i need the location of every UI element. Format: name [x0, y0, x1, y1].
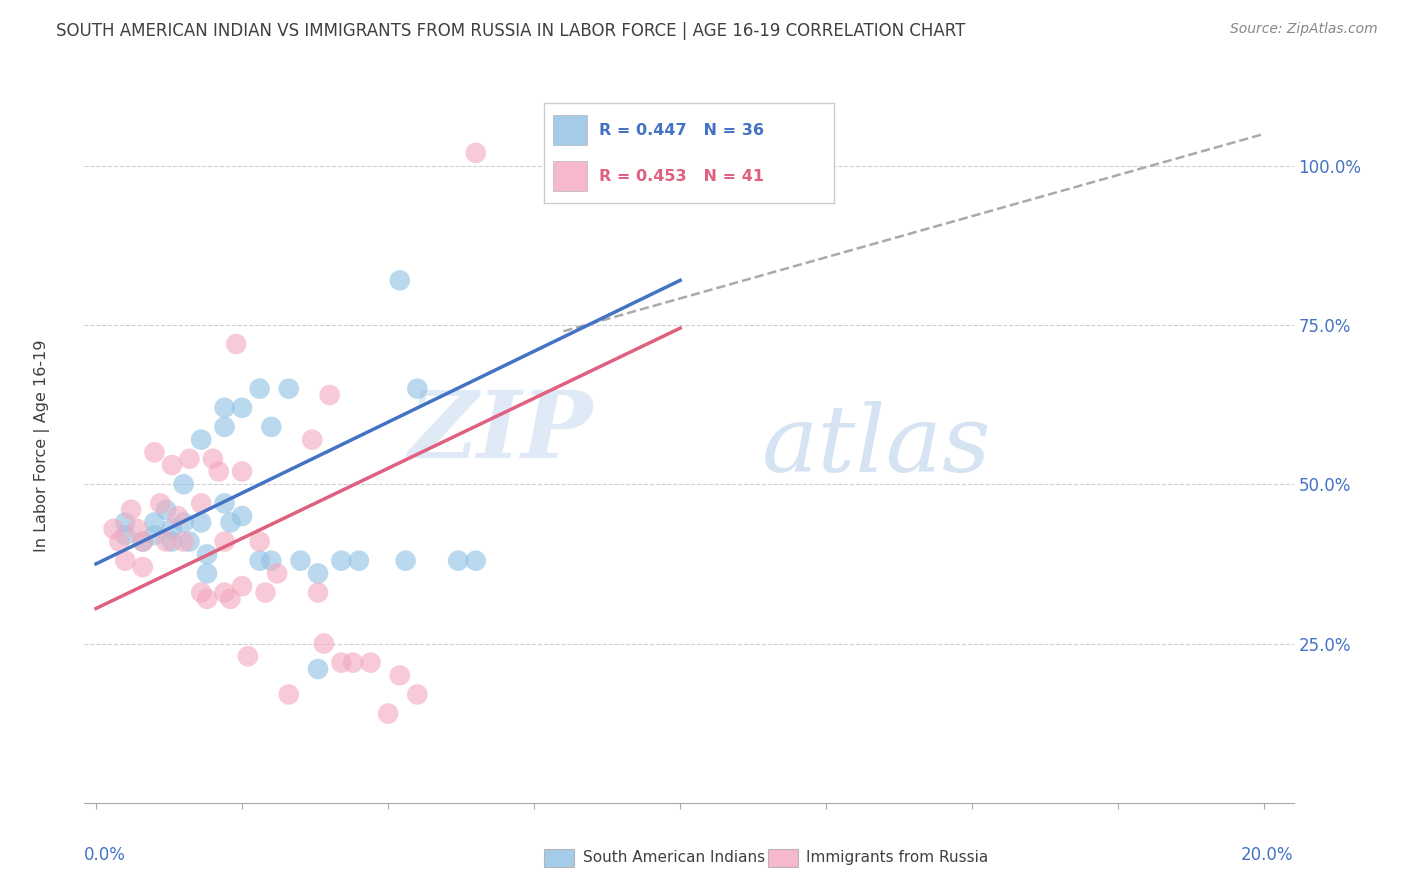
- Point: [406, 688, 429, 702]
- Point: [330, 554, 353, 568]
- Point: [173, 477, 195, 491]
- Text: South American Indians: South American Indians: [582, 849, 765, 864]
- Point: [214, 401, 236, 415]
- Point: [249, 554, 271, 568]
- Point: [347, 554, 370, 568]
- Point: [190, 516, 212, 530]
- Point: [143, 528, 166, 542]
- Point: [330, 656, 353, 670]
- Point: [160, 522, 183, 536]
- Point: [260, 554, 283, 568]
- Point: [108, 534, 131, 549]
- Point: [114, 516, 136, 530]
- Text: In Labor Force | Age 16-19: In Labor Force | Age 16-19: [34, 340, 51, 552]
- Point: [190, 585, 212, 599]
- Point: [143, 445, 166, 459]
- Point: [307, 566, 329, 581]
- Point: [179, 534, 201, 549]
- Point: [231, 509, 253, 524]
- Point: [201, 451, 224, 466]
- Text: 20.0%: 20.0%: [1241, 846, 1294, 863]
- Point: [125, 522, 148, 536]
- Text: atlas: atlas: [762, 401, 991, 491]
- Point: [208, 465, 231, 479]
- Point: [360, 656, 382, 670]
- Point: [277, 382, 299, 396]
- Point: [120, 502, 142, 516]
- Point: [155, 534, 177, 549]
- Point: [307, 662, 329, 676]
- Point: [464, 145, 486, 160]
- Point: [301, 433, 323, 447]
- FancyBboxPatch shape: [768, 849, 797, 867]
- Point: [195, 566, 218, 581]
- Point: [195, 547, 218, 561]
- Point: [447, 554, 470, 568]
- Point: [103, 522, 125, 536]
- Point: [395, 554, 418, 568]
- Point: [277, 688, 299, 702]
- Point: [132, 560, 155, 574]
- Point: [266, 566, 288, 581]
- Point: [195, 591, 218, 606]
- Text: ZIP: ZIP: [408, 387, 592, 476]
- Point: [225, 337, 247, 351]
- Point: [132, 534, 155, 549]
- Point: [219, 591, 242, 606]
- Text: 0.0%: 0.0%: [84, 846, 127, 863]
- Point: [214, 534, 236, 549]
- Point: [143, 516, 166, 530]
- Point: [149, 496, 172, 510]
- Point: [190, 496, 212, 510]
- Point: [190, 433, 212, 447]
- Point: [219, 516, 242, 530]
- Point: [231, 465, 253, 479]
- FancyBboxPatch shape: [544, 849, 574, 867]
- Point: [318, 388, 340, 402]
- Text: Immigrants from Russia: Immigrants from Russia: [806, 849, 988, 864]
- Point: [249, 382, 271, 396]
- Point: [290, 554, 312, 568]
- Point: [179, 451, 201, 466]
- Point: [160, 458, 183, 472]
- Point: [342, 656, 364, 670]
- Point: [166, 509, 188, 524]
- Point: [160, 534, 183, 549]
- Point: [388, 668, 411, 682]
- Point: [155, 502, 177, 516]
- Point: [231, 401, 253, 415]
- Point: [114, 528, 136, 542]
- Point: [236, 649, 259, 664]
- Point: [312, 636, 335, 650]
- Point: [214, 420, 236, 434]
- Point: [114, 554, 136, 568]
- Point: [254, 585, 277, 599]
- Point: [132, 534, 155, 549]
- Point: [231, 579, 253, 593]
- Point: [173, 516, 195, 530]
- Point: [260, 420, 283, 434]
- Point: [214, 496, 236, 510]
- Point: [377, 706, 399, 721]
- Point: [307, 585, 329, 599]
- Point: [249, 534, 271, 549]
- Point: [464, 554, 486, 568]
- Point: [214, 585, 236, 599]
- Point: [406, 382, 429, 396]
- Point: [388, 273, 411, 287]
- Text: Source: ZipAtlas.com: Source: ZipAtlas.com: [1230, 22, 1378, 37]
- Text: SOUTH AMERICAN INDIAN VS IMMIGRANTS FROM RUSSIA IN LABOR FORCE | AGE 16-19 CORRE: SOUTH AMERICAN INDIAN VS IMMIGRANTS FROM…: [56, 22, 966, 40]
- Point: [173, 534, 195, 549]
